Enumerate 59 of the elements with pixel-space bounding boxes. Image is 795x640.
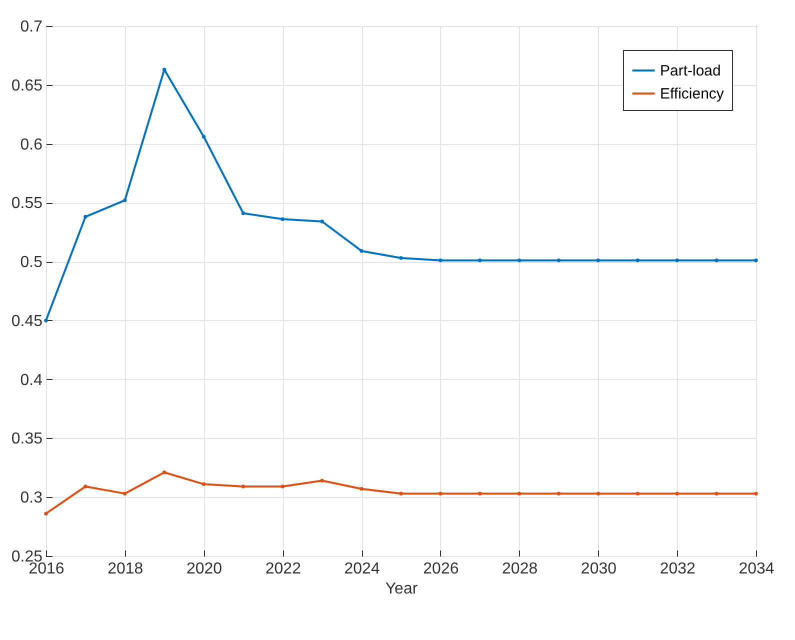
- y-tick-label: 0.35: [11, 430, 43, 448]
- x-tick-label: 2034: [738, 560, 774, 578]
- point: [202, 482, 206, 486]
- y-tick-label: 0.55: [11, 195, 43, 212]
- point: [517, 492, 522, 496]
- point: [123, 198, 127, 202]
- point: [714, 492, 718, 496]
- legend-label: Efficiency: [660, 86, 724, 102]
- x-axis-title: Year: [385, 580, 418, 598]
- x-tick-label: 2028: [502, 560, 538, 578]
- y-tick-label: 0.65: [11, 77, 43, 94]
- x-tick-label: 2018: [108, 560, 144, 578]
- y-tick-label: 0.5: [20, 254, 43, 272]
- point: [636, 492, 640, 496]
- point: [320, 220, 324, 224]
- point: [123, 492, 127, 496]
- point: [478, 258, 482, 262]
- x-tick-label: 2020: [186, 560, 222, 578]
- x-tick-label: 2024: [344, 560, 380, 578]
- y-tick-label: 0.7: [20, 18, 43, 36]
- point: [44, 318, 48, 322]
- point: [84, 214, 88, 219]
- y-tick-label: 0.4: [20, 372, 43, 389]
- point: [241, 484, 246, 488]
- x-tick-label: 2022: [265, 560, 302, 578]
- point: [162, 470, 166, 474]
- x-tick-label: 2030: [580, 560, 617, 578]
- point: [596, 492, 600, 496]
- point: [438, 258, 442, 262]
- x-tick-label: 2032: [660, 560, 696, 578]
- y-tick-label: 0.3: [20, 490, 43, 507]
- point: [360, 487, 364, 491]
- point: [84, 484, 88, 488]
- point: [280, 217, 285, 222]
- legend-label: Part-load: [660, 62, 721, 80]
- y-tick-label: 0.45: [11, 312, 43, 330]
- point: [202, 134, 206, 139]
- point: [596, 258, 600, 262]
- y-tick-label: 0.6: [20, 136, 43, 154]
- point: [675, 492, 679, 496]
- point: [241, 211, 246, 216]
- point: [44, 512, 48, 516]
- point: [556, 258, 561, 262]
- point: [754, 258, 758, 262]
- point: [714, 258, 718, 262]
- point: [517, 258, 522, 262]
- point: [754, 492, 758, 496]
- point: [636, 258, 640, 262]
- point: [675, 258, 679, 262]
- point: [360, 249, 364, 253]
- point: [320, 478, 324, 482]
- x-tick-label: 2026: [423, 560, 459, 578]
- point: [556, 492, 561, 496]
- point: [478, 492, 482, 496]
- point: [438, 492, 442, 496]
- point: [399, 492, 403, 496]
- point: [280, 484, 285, 488]
- point: [399, 256, 403, 260]
- point: [162, 68, 166, 72]
